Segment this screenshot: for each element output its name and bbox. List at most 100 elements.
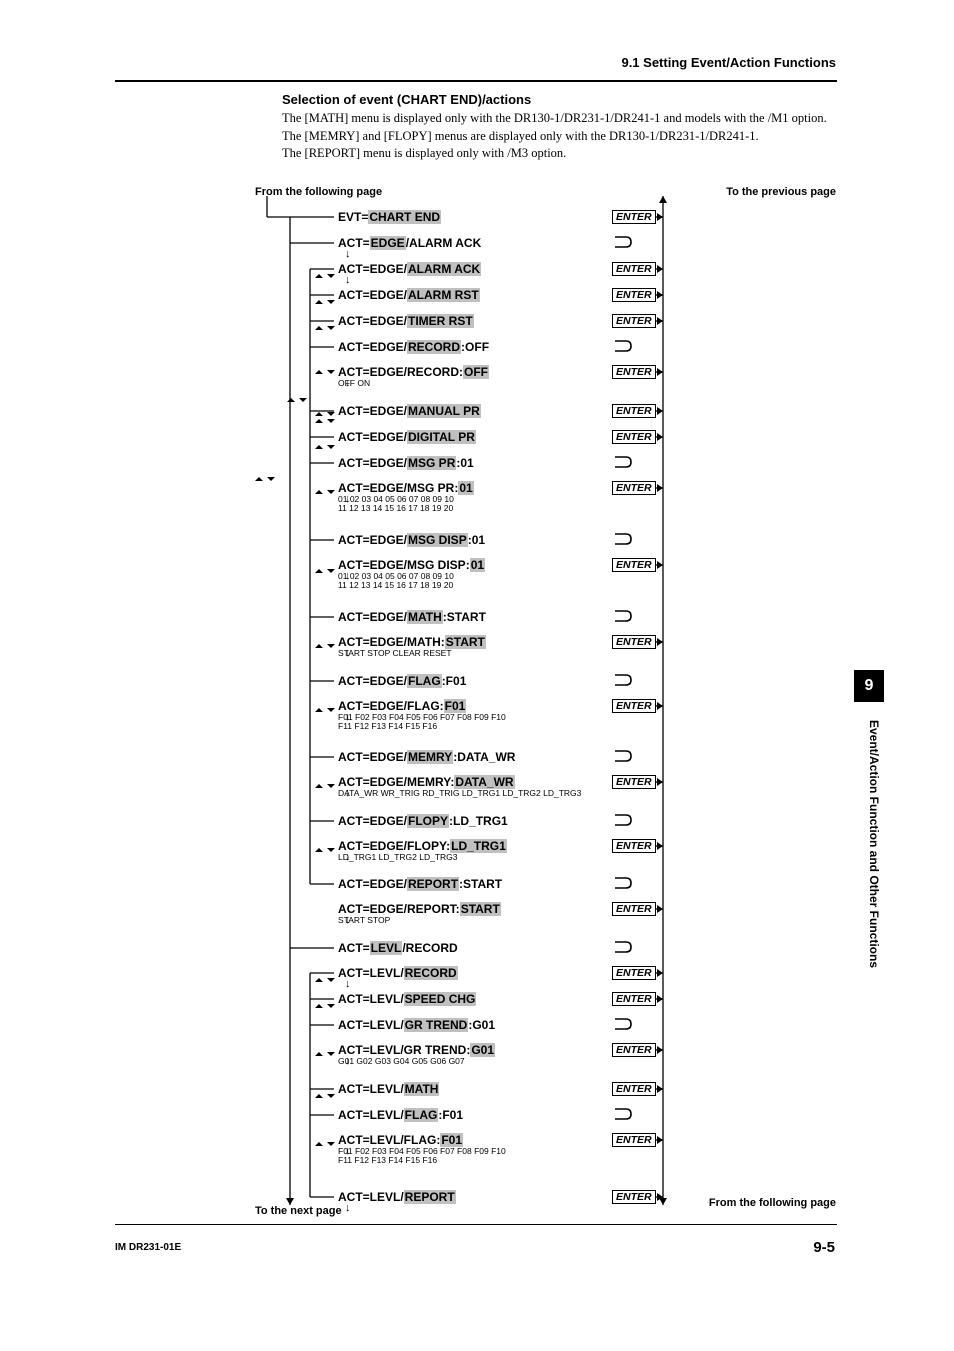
top-rule bbox=[115, 80, 837, 82]
menu-label: ACT=LEVL/FLAG:F01 bbox=[338, 1133, 463, 1147]
menu-label: ACT=EDGE/MATH:START bbox=[338, 610, 486, 624]
menu-label: ACT=EDGE/MSG DISP:01 bbox=[338, 533, 485, 547]
enter-key-icon: ENTER bbox=[612, 262, 656, 276]
d-shape-icon bbox=[614, 236, 632, 248]
from-following-label-bottom: From the following page bbox=[709, 1197, 836, 1209]
d-shape-icon bbox=[614, 1018, 632, 1030]
footer-left: IM DR231-01E bbox=[115, 1242, 181, 1253]
d-shape-icon bbox=[614, 340, 632, 352]
d-shape-icon bbox=[614, 674, 632, 686]
menu-row: ACT=EDGE/ALARM RST bbox=[338, 287, 480, 303]
menu-label: ACT=EDGE/MATH:START bbox=[338, 635, 486, 649]
side-label: Event/Action Function and Other Function… bbox=[867, 720, 881, 1000]
sub-options: 01 02 03 04 05 06 07 08 09 1011 12 13 14… bbox=[338, 572, 454, 590]
sub-options: OFF ON bbox=[338, 379, 370, 388]
menu-label: ACT=EDGE/ALARM ACK bbox=[338, 262, 481, 276]
menu-label: ACT=EDGE/ALARM RST bbox=[338, 288, 480, 302]
enter-key-icon: ENTER bbox=[612, 699, 656, 713]
enter-key-icon: ENTER bbox=[612, 1043, 656, 1057]
menu-label: ACT=LEVL/RECORD bbox=[338, 941, 458, 955]
enter-key-icon: ENTER bbox=[612, 210, 656, 224]
updown-icon bbox=[314, 416, 334, 426]
sub-options: G01 G02 G03 G04 G05 G06 G07 bbox=[338, 1057, 465, 1066]
updown-icon bbox=[314, 367, 334, 377]
enter-key-icon: ENTER bbox=[612, 775, 656, 789]
enter-key-icon: ENTER bbox=[612, 1133, 656, 1147]
sub-options: DATA_WR WR_TRIG RD_TRIG LD_TRG1 LD_TRG2 … bbox=[338, 789, 581, 798]
enter-key-icon: ENTER bbox=[612, 1190, 656, 1204]
enter-key-icon: ENTER bbox=[612, 288, 656, 302]
enter-key-icon: ENTER bbox=[612, 1082, 656, 1096]
updown-icon bbox=[254, 474, 274, 484]
menu-row: ACT=LEVL/RECORD bbox=[338, 965, 458, 981]
enter-key-icon: ENTER bbox=[612, 966, 656, 980]
enter-key-icon: ENTER bbox=[612, 992, 656, 1006]
bottom-rule bbox=[115, 1224, 837, 1225]
menu-label: ACT=LEVL/REPORT bbox=[338, 1190, 456, 1204]
sub-options: START STOP bbox=[338, 916, 390, 925]
updown-icon bbox=[314, 1139, 334, 1149]
menu-row: ACT=LEVL/REPORT bbox=[338, 1189, 456, 1205]
sub-options: LD_TRG1 LD_TRG2 LD_TRG3 bbox=[338, 853, 458, 862]
menu-label: ACT=EDGE/MANUAL PR bbox=[338, 404, 481, 418]
down-arrow-icon: ↓ bbox=[345, 1202, 351, 1214]
down-arrow-icon: ↓ bbox=[345, 274, 351, 286]
footer-right: 9-5 bbox=[813, 1239, 835, 1256]
menu-label: EVT=CHART END bbox=[338, 210, 441, 224]
d-shape-icon bbox=[614, 1108, 632, 1120]
sub-options: START STOP CLEAR RESET bbox=[338, 649, 452, 658]
menu-label: ACT=EDGE/RECORD:OFF bbox=[338, 340, 489, 354]
menu-row: ACT=LEVL/GR TREND:G01 bbox=[338, 1017, 495, 1033]
menu-label: ACT=LEVL/GR TREND:G01 bbox=[338, 1043, 495, 1057]
menu-row: ACT=EDGE/REPORT:START bbox=[338, 876, 502, 892]
updown-icon bbox=[314, 566, 334, 576]
updown-icon bbox=[314, 1001, 334, 1011]
menu-label: ACT=EDGE/MEMRY:DATA_WR bbox=[338, 775, 515, 789]
intro-line-1: The [MEMRY] and [FLOPY] menus are displa… bbox=[282, 128, 837, 146]
updown-icon bbox=[314, 1049, 334, 1059]
menu-label: ACT=LEVL/MATH bbox=[338, 1082, 439, 1096]
enter-key-icon: ENTER bbox=[612, 314, 656, 328]
updown-icon bbox=[314, 705, 334, 715]
enter-key-icon: ENTER bbox=[612, 430, 656, 444]
enter-key-icon: ENTER bbox=[612, 404, 656, 418]
menu-row: ACT=LEVL/RECORD bbox=[338, 940, 458, 956]
d-shape-icon bbox=[614, 877, 632, 889]
intro-line-2: The [REPORT] menu is displayed only with… bbox=[282, 145, 837, 163]
enter-key-icon: ENTER bbox=[612, 902, 656, 916]
page: 9.1 Setting Event/Action Functions Selec… bbox=[0, 0, 954, 1351]
menu-label: ACT=EDGE/FLAG:F01 bbox=[338, 699, 466, 713]
menu-row: ACT=EDGE/MANUAL PR bbox=[338, 403, 481, 419]
menu-row: ACT=EDGE/RECORD:OFF bbox=[338, 339, 489, 355]
menu-label: ACT=LEVL/SPEED CHG bbox=[338, 992, 476, 1006]
sub-options: F01 F02 F03 F04 F05 F06 F07 F08 F09 F10F… bbox=[338, 1147, 506, 1165]
menu-label: ACT=EDGE/MSG DISP:01 bbox=[338, 558, 485, 572]
updown-icon bbox=[314, 487, 334, 497]
menu-label: ACT=EDGE/REPORT:START bbox=[338, 902, 501, 916]
menu-row: ACT=LEVL/MATH bbox=[338, 1081, 439, 1097]
menu-row: ACT=LEVL/FLAG:F01 bbox=[338, 1107, 463, 1123]
updown-icon bbox=[314, 781, 334, 791]
menu-label: ACT=EDGE/REPORT:START bbox=[338, 877, 502, 891]
enter-key-icon: ENTER bbox=[612, 481, 656, 495]
intro-text: The [MATH] menu is displayed only with t… bbox=[282, 110, 837, 163]
menu-label: ACT=EDGE/FLOPY:LD_TRG1 bbox=[338, 839, 507, 853]
d-shape-icon bbox=[614, 941, 632, 953]
intro-line-0: The [MATH] menu is displayed only with t… bbox=[282, 110, 837, 128]
menu-label: ACT=EDGE/DIGITAL PR bbox=[338, 430, 476, 444]
d-shape-icon bbox=[614, 750, 632, 762]
down-arrow-icon: ↓ bbox=[345, 248, 351, 260]
menu-row: ACT=EDGE/MATH:START bbox=[338, 609, 486, 625]
enter-key-icon: ENTER bbox=[612, 365, 656, 379]
updown-icon bbox=[314, 442, 334, 452]
menu-row: ACT=EDGE/ALARM ACK bbox=[338, 261, 481, 277]
menu-row: ACT=EDGE/DIGITAL PR bbox=[338, 429, 476, 445]
enter-key-icon: ENTER bbox=[612, 558, 656, 572]
menu-row: ACT=EDGE/FLOPY:LD_TRG1 bbox=[338, 813, 508, 829]
updown-icon bbox=[286, 395, 306, 405]
menu-label: ACT=LEVL/FLAG:F01 bbox=[338, 1108, 463, 1122]
menu-label: ACT=LEVL/GR TREND:G01 bbox=[338, 1018, 495, 1032]
menu-label: ACT=EDGE/TIMER RST bbox=[338, 314, 474, 328]
menu-label: ACT=EDGE/MSG PR:01 bbox=[338, 456, 474, 470]
menu-row: ACT=EDGE/MEMRY:DATA_WR bbox=[338, 749, 515, 765]
